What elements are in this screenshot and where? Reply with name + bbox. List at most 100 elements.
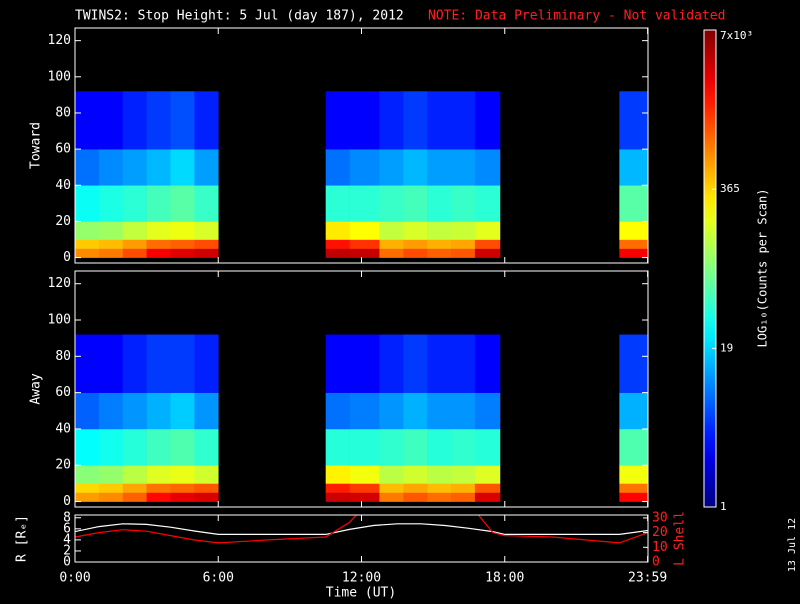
heatmap-cell — [451, 221, 476, 240]
heatmap-cell — [146, 149, 171, 186]
heatmap-cell — [349, 248, 380, 258]
heatmap-cell — [451, 248, 476, 258]
heatmap-cell — [146, 492, 171, 502]
heatmap-cell — [170, 334, 195, 393]
heatmap-cell — [403, 492, 428, 502]
heatmap-cell — [98, 392, 124, 430]
heatmap-cell — [98, 465, 124, 484]
heatmap-cell — [98, 185, 124, 222]
heatmap-cell — [122, 91, 147, 150]
heatmap-cell — [170, 428, 195, 466]
heatmap-cell — [427, 221, 452, 240]
y-tick-label: 0 — [63, 555, 71, 570]
y2-tick-label: 0 — [652, 555, 660, 570]
heatmap-cell — [474, 334, 501, 393]
heatmap-cell — [75, 392, 100, 430]
heatmap-cell — [170, 185, 195, 222]
heatmap-cell — [379, 428, 404, 466]
colorbar-tick-label: 19 — [720, 341, 733, 354]
heatmap-cell — [349, 185, 380, 222]
heatmap-cell — [122, 428, 147, 466]
heatmap-cell — [619, 91, 649, 150]
heatmap-cell — [451, 483, 476, 493]
heatmap-cell — [75, 465, 100, 484]
heatmap-cell — [170, 149, 195, 186]
heatmap-cell — [427, 492, 452, 502]
heatmap-cell — [170, 91, 195, 150]
heatmap-cell — [325, 91, 350, 150]
heatmap-cell — [194, 149, 219, 186]
heatmap-cell — [122, 334, 147, 393]
heatmap-cell — [427, 149, 452, 186]
heatmap-cell — [619, 248, 649, 258]
heatmap-cell — [194, 334, 219, 393]
heatmap-cell — [194, 483, 219, 493]
heatmap-cell — [349, 91, 380, 150]
y-tick-label: 100 — [48, 313, 71, 328]
heatmap-cell — [379, 334, 404, 393]
heatmap-cell — [379, 248, 404, 258]
heatmap-cell — [325, 465, 350, 484]
colorbar-tick-label: 1 — [720, 500, 727, 513]
x-tick-label: 0:00 — [59, 571, 90, 586]
heatmap-cell — [403, 334, 428, 393]
heatmap-cell — [349, 492, 380, 502]
heatmap-cell — [75, 483, 100, 493]
heatmap-cell — [619, 483, 649, 493]
y-tick-label: 0 — [63, 250, 71, 265]
chart-title: TWINS2: Stop Height: 5 Jul (day 187), 20… — [75, 9, 404, 24]
y-tick-label: 40 — [55, 178, 71, 193]
heatmap-cell — [98, 239, 124, 249]
heatmap-cell — [349, 239, 380, 249]
heatmap-cell — [451, 91, 476, 150]
heatmap-cell — [379, 239, 404, 249]
heatmap-cell — [427, 428, 452, 466]
heatmap-cell — [474, 483, 501, 493]
heatmap-cell — [474, 239, 501, 249]
heatmap-cell — [146, 239, 171, 249]
y-tick-label: 100 — [48, 69, 71, 84]
heatmap-cell — [451, 149, 476, 186]
heatmap-cell — [122, 248, 147, 258]
heatmap-cell — [122, 239, 147, 249]
heatmap-cell — [194, 492, 219, 502]
y2-tick-label: 20 — [652, 525, 668, 540]
heatmap-cell — [451, 428, 476, 466]
colorbar-label: LOG₁₀(Counts per Scan) — [756, 189, 770, 348]
heatmap-cell — [325, 149, 350, 186]
heatmap-cell — [325, 428, 350, 466]
heatmap-cell — [379, 91, 404, 150]
heatmap-cell — [474, 492, 501, 502]
heatmap-cell — [75, 91, 100, 150]
heatmap-cell — [75, 334, 100, 393]
heatmap-cell — [122, 465, 147, 484]
heatmap-cell — [325, 492, 350, 502]
heatmap-cell — [170, 392, 195, 430]
y-tick-label: 60 — [55, 385, 71, 400]
heatmap-cell — [619, 465, 649, 484]
heatmap-cell — [146, 483, 171, 493]
x-tick-label: 18:00 — [485, 571, 524, 586]
heatmap-cell — [451, 465, 476, 484]
heatmap-cell — [427, 185, 452, 222]
heatmap-cell — [474, 248, 501, 258]
heatmap-cell — [170, 492, 195, 502]
heatmap-cell — [403, 239, 428, 249]
heatmap-cell — [427, 248, 452, 258]
y-axis-label: Toward — [29, 122, 44, 169]
heatmap-cell — [619, 492, 649, 502]
heatmap-cell — [194, 392, 219, 430]
heatmap-cell — [325, 221, 350, 240]
heatmap-cell — [325, 248, 350, 258]
y-tick-label: 6 — [63, 521, 71, 536]
heatmap-cell — [194, 428, 219, 466]
heatmap-cell — [427, 465, 452, 484]
heatmap-cell — [146, 334, 171, 393]
heatmap-cell — [403, 465, 428, 484]
heatmap-cell — [379, 221, 404, 240]
heatmap-cell — [349, 465, 380, 484]
heatmap-cell — [325, 392, 350, 430]
heatmap-cell — [403, 91, 428, 150]
heatmap-cell — [194, 239, 219, 249]
